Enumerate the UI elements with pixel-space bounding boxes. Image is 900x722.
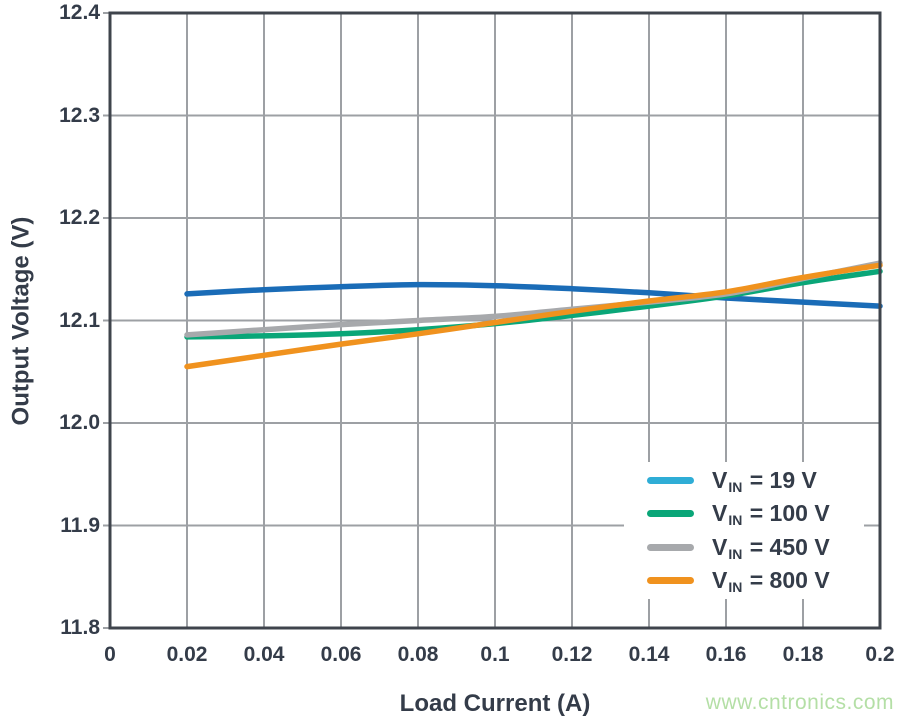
y-tick-label: 11.9 <box>60 513 100 537</box>
y-axis-title: Output Voltage (V) <box>7 216 34 425</box>
watermark-text: www.cntronics.com <box>705 691 894 714</box>
x-tick-label: 0.06 <box>320 643 362 666</box>
legend-item-vin-19-v: VIN = 19 V <box>647 465 864 496</box>
x-tick-label: 0.1 <box>480 643 510 666</box>
legend: VIN = 19 V VIN = 100 V VIN = 450 V VIN = 80… <box>624 462 864 599</box>
y-tick-label: 12.1 <box>59 308 100 332</box>
legend-label: VIN = 450 V <box>712 533 830 562</box>
y-tick-label: 11.8 <box>60 616 100 639</box>
y-axis-title-wrap: Output Voltage (V) <box>6 13 36 628</box>
x-tick-label: 0.12 <box>551 643 593 666</box>
series-line-vin-19-v <box>184 281 883 309</box>
y-tick-label: 12.3 <box>59 103 100 127</box>
x-tick-label: 0.14 <box>628 643 670 666</box>
legend-swatch <box>647 510 694 518</box>
plot-frame <box>108 11 882 630</box>
x-tick-label: 0.02 <box>166 643 208 666</box>
x-tick-label: 0 <box>104 643 116 666</box>
y-tick-label: 12.0 <box>59 411 100 434</box>
series-line-vin-800-v <box>184 262 883 370</box>
x-tick-label: 0.18 <box>782 643 824 666</box>
legend-item-vin-800-v: VIN = 800 V <box>647 565 864 596</box>
legend-swatch <box>647 576 694 584</box>
y-tick-label: 12.4 <box>59 1 100 24</box>
legend-label: VIN = 800 V <box>712 566 830 595</box>
legend-label: VIN = 19 V <box>712 467 817 495</box>
legend-item-vin-100-v: VIN = 100 V <box>647 498 864 529</box>
y-tick-label: 12.2 <box>59 206 100 229</box>
x-tick-label: 0.16 <box>705 643 747 666</box>
x-tick-label: 0.04 <box>243 643 285 666</box>
x-tick-label: 0.2 <box>865 643 895 666</box>
legend-item-vin-450-v: VIN = 450 V <box>647 532 864 563</box>
series-lines <box>184 260 883 370</box>
x-axis-title: Load Current (A) <box>399 690 591 717</box>
x-tick-label: 0.08 <box>397 643 439 666</box>
legend-swatch <box>647 543 694 551</box>
legend-label: VIN = 100 V <box>712 500 830 529</box>
legend-swatch <box>647 477 694 484</box>
